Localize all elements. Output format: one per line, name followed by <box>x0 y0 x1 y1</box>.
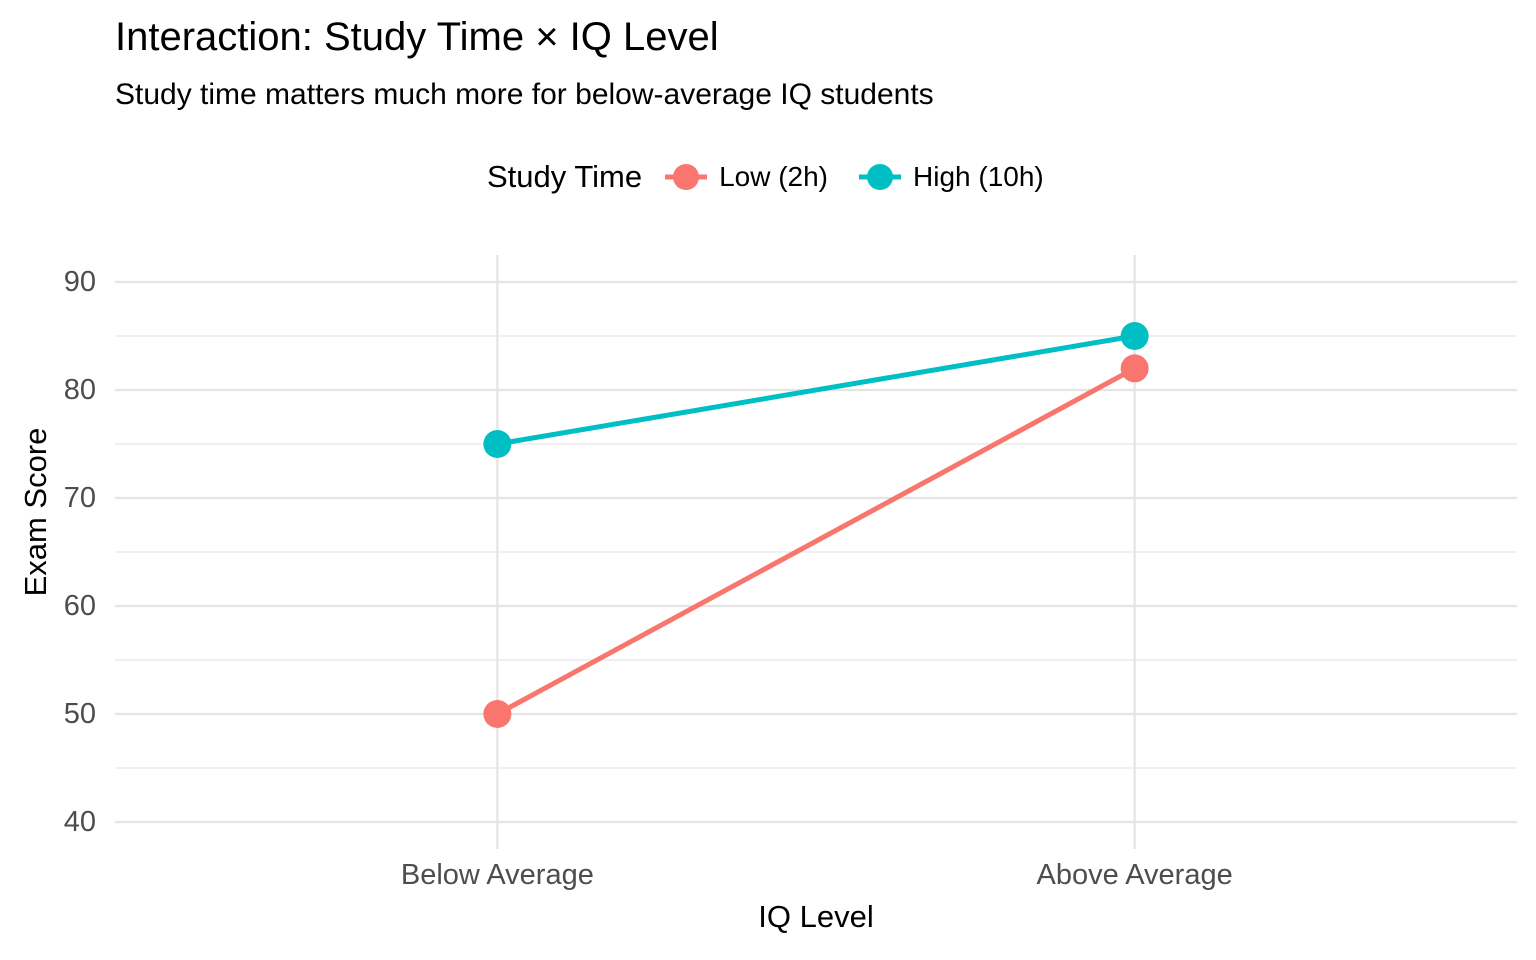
chart-title: Interaction: Study Time × IQ Level <box>115 15 719 59</box>
y-tick-label-60: 60 <box>63 590 96 622</box>
x-tick-label-1: Above Average <box>1036 859 1233 891</box>
y-axis-title-text: Exam Score <box>18 427 53 597</box>
legend-key-icon-High (10h) <box>859 164 901 190</box>
y-tick-label-50: 50 <box>63 698 96 730</box>
chart-subtitle: Study time matters much more for below-a… <box>115 78 934 111</box>
data-point-High (10h)-Below Average <box>483 430 512 458</box>
data-point-High (10h)-Above Average <box>1120 322 1149 350</box>
x-tick-label-0: Below Average <box>400 859 594 891</box>
x-axis-title: IQ Level <box>758 899 874 934</box>
legend-title: Study Time <box>487 159 643 194</box>
y-tick-label-40: 40 <box>63 806 96 838</box>
y-tick-label-70: 70 <box>63 482 96 514</box>
y-tick-label-80: 80 <box>63 374 96 406</box>
legend-label-High (10h): High (10h) <box>913 161 1044 192</box>
series-line-High (10h) <box>494 333 1138 447</box>
legend: Study Time Low (2h) High (10h) <box>487 152 1044 202</box>
legend-item-High (10h): High (10h) <box>856 155 1044 199</box>
legend-item-Low (2h): Low (2h) <box>662 155 828 199</box>
legend-key-dot <box>673 164 700 190</box>
data-point-Low (2h)-Below Average <box>483 700 512 728</box>
data-point-Low (2h)-Above Average <box>1120 354 1149 383</box>
series-line-Low (2h) <box>494 365 1138 717</box>
legend-label-Low (2h): Low (2h) <box>719 161 828 192</box>
legend-key-icon-Low (2h) <box>665 164 708 190</box>
y-tick-label-90: 90 <box>63 266 96 298</box>
legend-key-dot <box>867 164 893 190</box>
